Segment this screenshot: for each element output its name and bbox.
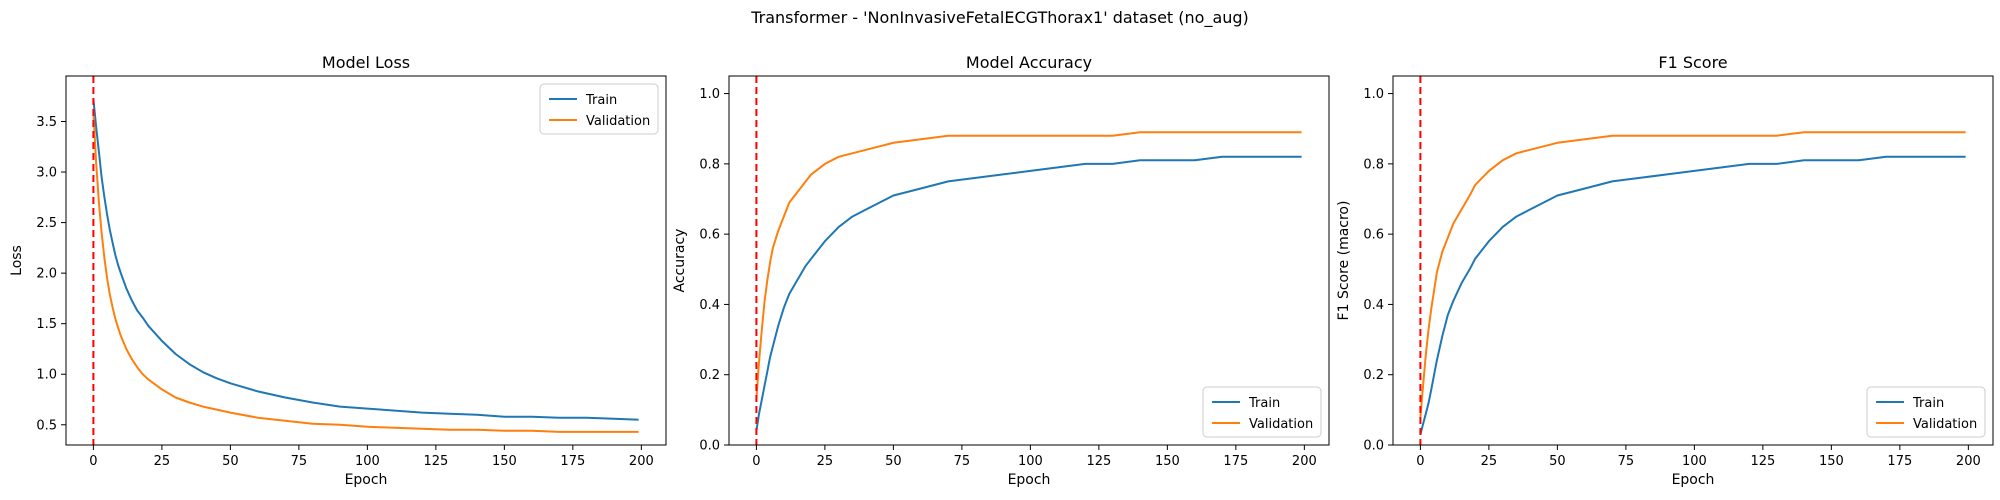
y-tick-label: 0.8 xyxy=(1363,157,1384,172)
panels: Model Loss 0 25 50 75 100 125 150 175 200 0.5 1.0 1.… xyxy=(9,53,1994,488)
y-axis-label: Loss xyxy=(9,245,25,276)
chart-panel-3: F1 Score 0 25 50 75 100 125 150 175 200 0.0 0.2 0.4 0… xyxy=(1336,53,1994,488)
series-line-train xyxy=(1419,155,1966,435)
y-tick-label: 0.4 xyxy=(699,298,720,313)
x-tick-label: 50 xyxy=(222,454,239,469)
y-tick-label: 0.0 xyxy=(699,439,720,454)
x-tick-label: 50 xyxy=(1549,454,1566,469)
y-tick-label: 2.0 xyxy=(36,267,57,282)
x-tick-label: 25 xyxy=(817,454,834,469)
x-tick-label: 200 xyxy=(629,454,654,469)
y-tick-label: 0.2 xyxy=(699,368,720,383)
y-tick-label: 0.6 xyxy=(1363,228,1384,243)
y-axis-label: Accuracy xyxy=(672,229,688,293)
y-tick-label: 0.8 xyxy=(699,157,720,172)
chart-panel-1: Model Loss 0 25 50 75 100 125 150 175 200 0.5 1.0 1.… xyxy=(9,53,667,488)
legend-box xyxy=(539,83,659,135)
legend-label-validation: Validation xyxy=(1913,417,1977,432)
y-tick-label: 0.5 xyxy=(36,418,57,433)
x-tick-label: 100 xyxy=(1682,454,1707,469)
x-tick-label: 0 xyxy=(89,454,97,469)
y-axis-label: F1 Score (macro) xyxy=(1336,201,1352,321)
x-axis-label: Epoch xyxy=(1672,472,1715,488)
x-tick-label: 175 xyxy=(1887,454,1912,469)
x-tick-label: 150 xyxy=(1819,454,1844,469)
y-tick-label: 0.2 xyxy=(1363,368,1384,383)
legend: Train Validation xyxy=(1202,386,1322,438)
series-line-validation xyxy=(92,111,639,433)
chart-title: Model Loss xyxy=(322,53,410,72)
legend-box xyxy=(1202,386,1322,438)
x-tick-label: 75 xyxy=(954,454,971,469)
chart-panel-2: Model Accuracy 0 25 50 75 100 125 150 175 200 0.0 0… xyxy=(672,53,1330,488)
x-tick-label: 125 xyxy=(1086,454,1111,469)
y-tick-label: 1.0 xyxy=(699,87,720,102)
legend: Train Validation xyxy=(1866,386,1986,438)
x-tick-label: 75 xyxy=(1618,454,1635,469)
legend: Train Validation xyxy=(539,83,659,135)
x-tick-label: 150 xyxy=(492,454,517,469)
y-tick-label: 3.5 xyxy=(36,115,57,130)
x-tick-label: 100 xyxy=(355,454,380,469)
x-tick-label: 75 xyxy=(291,454,308,469)
x-tick-label: 25 xyxy=(154,454,171,469)
x-tick-label: 125 xyxy=(1750,454,1775,469)
x-tick-label: 100 xyxy=(1018,454,1043,469)
x-axis-label: Epoch xyxy=(1008,472,1051,488)
series-line-train xyxy=(755,155,1302,432)
x-tick-label: 25 xyxy=(1481,454,1498,469)
y-tick-label: 3.0 xyxy=(36,166,57,181)
series-line-validation xyxy=(1419,131,1966,417)
legend-label-train: Train xyxy=(1248,396,1280,411)
legend-label-train: Train xyxy=(585,93,617,108)
x-tick-label: 200 xyxy=(1956,454,1981,469)
x-tick-label: 175 xyxy=(560,454,585,469)
chart-title: F1 Score xyxy=(1658,53,1727,72)
legend-box xyxy=(1866,386,1986,438)
y-tick-label: 2.5 xyxy=(36,216,57,231)
axes-frame xyxy=(65,75,667,446)
y-tick-label: 0.6 xyxy=(699,228,720,243)
x-tick-label: 200 xyxy=(1292,454,1317,469)
x-tick-label: 150 xyxy=(1155,454,1180,469)
legend-label-train: Train xyxy=(1912,396,1944,411)
x-tick-label: 0 xyxy=(752,454,760,469)
axes-frame xyxy=(728,75,1330,446)
y-tick-label: 1.0 xyxy=(1363,87,1384,102)
series-line-validation xyxy=(755,131,1302,400)
chart-title: Model Accuracy xyxy=(966,53,1092,72)
y-tick-label: 0.4 xyxy=(1363,298,1384,313)
legend-label-validation: Validation xyxy=(1249,417,1313,432)
x-axis-label: Epoch xyxy=(345,472,388,488)
figure-suptitle: Transformer - 'NonInvasiveFetalECGThorax… xyxy=(750,8,1249,28)
y-tick-label: 1.0 xyxy=(36,368,57,383)
y-tick-label: 0.0 xyxy=(1363,439,1384,454)
x-tick-label: 50 xyxy=(885,454,902,469)
axes-frame xyxy=(1392,75,1994,446)
series-line-train xyxy=(92,99,639,421)
legend-label-validation: Validation xyxy=(586,114,650,129)
x-tick-label: 175 xyxy=(1223,454,1248,469)
y-tick-label: 1.5 xyxy=(36,317,57,332)
x-tick-label: 0 xyxy=(1416,454,1424,469)
x-tick-label: 125 xyxy=(423,454,448,469)
